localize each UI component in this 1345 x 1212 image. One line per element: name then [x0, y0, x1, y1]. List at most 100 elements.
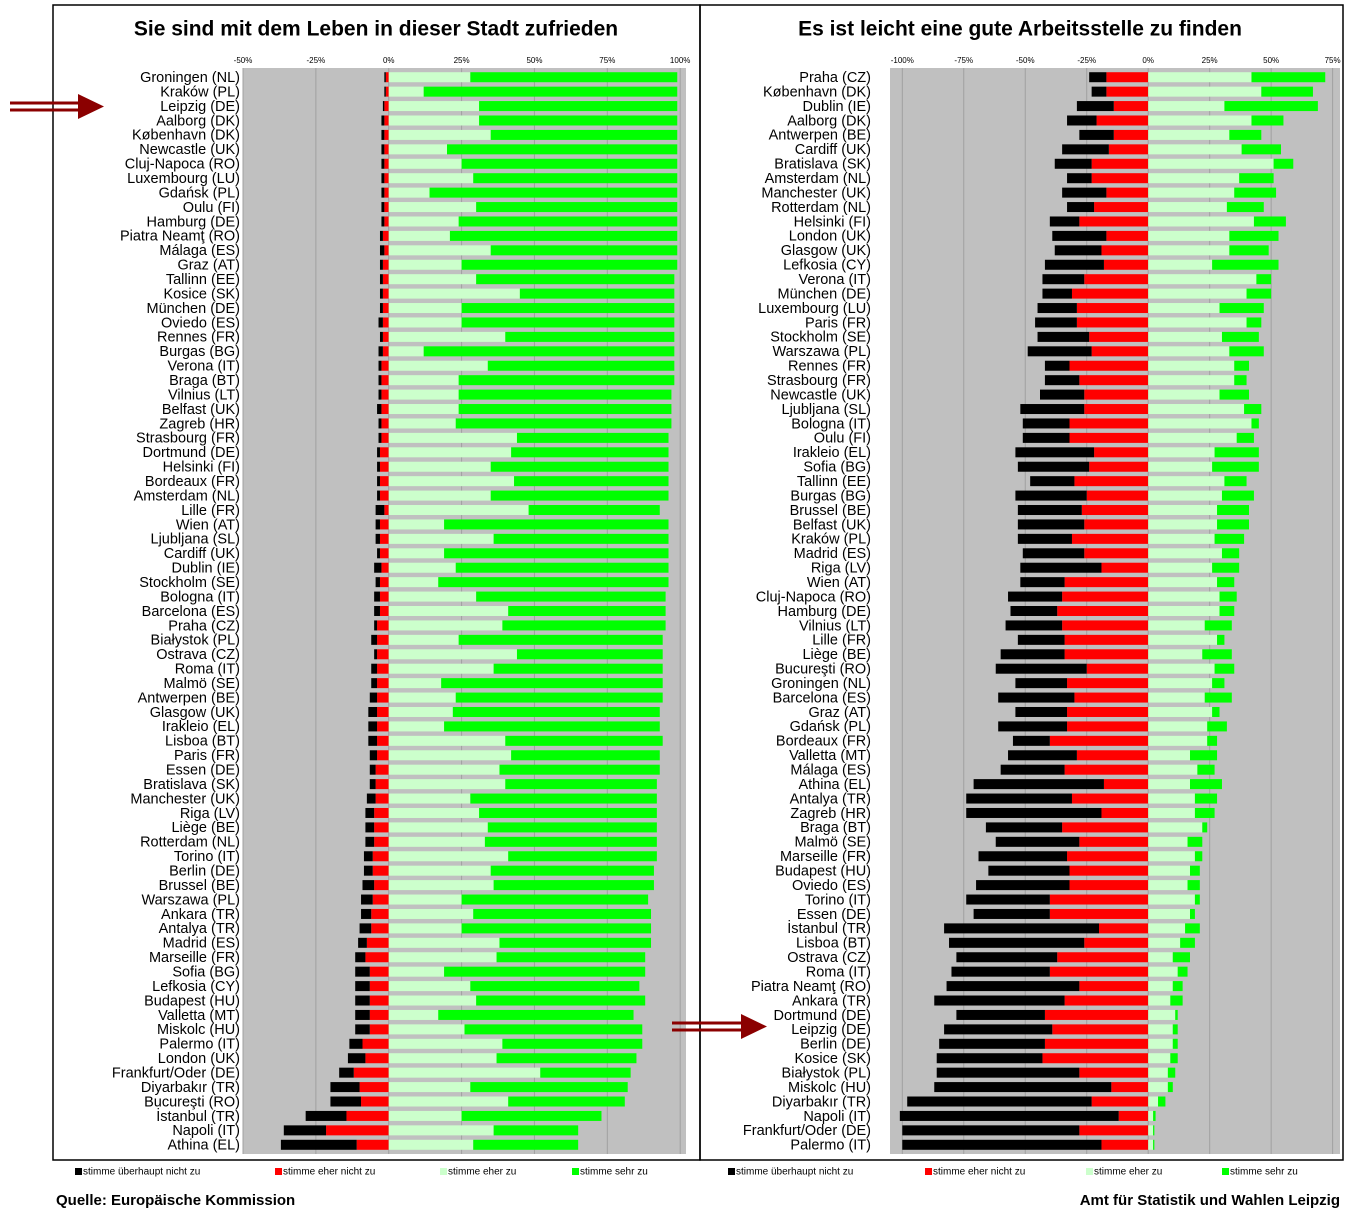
bar-segment	[1118, 1110, 1149, 1121]
bar-segment	[1273, 158, 1294, 169]
bar-segment	[1229, 230, 1279, 241]
bar-segment	[369, 764, 376, 775]
bar-segment	[381, 216, 385, 227]
bar-segment	[1049, 908, 1149, 919]
bar-segment	[371, 663, 378, 674]
category-label: Napoli (IT)	[803, 1109, 871, 1125]
bar-segment	[377, 706, 389, 717]
category-label: Burgas (BG)	[159, 344, 240, 360]
bar-segment	[1067, 202, 1095, 213]
bar-segment	[1005, 620, 1063, 631]
bar-segment	[1074, 476, 1149, 487]
bar-segment	[1148, 548, 1222, 559]
bar-segment	[369, 966, 389, 977]
bar-segment	[379, 288, 383, 299]
bar-segment	[1049, 216, 1080, 227]
bar-segment	[381, 375, 389, 386]
bar-segment	[1246, 288, 1272, 299]
bar-segment	[1084, 548, 1149, 559]
category-label: Glasgow (UK)	[150, 705, 240, 721]
bar-segment	[379, 230, 383, 241]
bar-segment	[1148, 360, 1235, 371]
bar-segment	[949, 937, 1085, 948]
category-label: Berlin (DE)	[169, 864, 240, 880]
bar-segment	[1035, 317, 1077, 328]
legend-label: stimme eher zu	[448, 1167, 516, 1178]
bar-segment	[1172, 1024, 1178, 1035]
category-label: Berlin (DE)	[800, 1037, 871, 1053]
legend-label: stimme sehr zu	[1230, 1167, 1298, 1178]
bar-segment	[355, 981, 370, 992]
bar-segment	[375, 519, 380, 530]
category-label: Luxembourg (LU)	[758, 301, 871, 317]
bar-segment	[1148, 634, 1218, 645]
bar-segment	[381, 187, 385, 198]
bar-segment	[1194, 793, 1218, 804]
bar-segment	[1177, 966, 1188, 977]
legend-label: stimme eher nicht zu	[283, 1167, 375, 1178]
bar-segment	[374, 591, 380, 602]
bar-segment	[378, 375, 382, 386]
bar-segment	[388, 519, 445, 530]
bar-segment	[355, 995, 370, 1006]
category-label: Rotterdam (NL)	[140, 835, 240, 851]
bar-segment	[1106, 230, 1149, 241]
bar-segment	[379, 245, 385, 256]
bar-segment	[1202, 649, 1232, 660]
legend-swatch	[275, 1168, 282, 1175]
bar-segment	[382, 346, 389, 357]
bar-segment	[1148, 779, 1190, 790]
bar-segment	[484, 836, 657, 847]
category-label: Dublin (IE)	[803, 99, 872, 115]
category-label: Cardiff (UK)	[164, 546, 240, 562]
bar-segment	[388, 562, 456, 573]
category-label: Vilnius (LT)	[168, 387, 240, 403]
bar-segment	[280, 1139, 357, 1150]
bar-segment	[1187, 836, 1203, 847]
bar-segment	[1229, 129, 1262, 140]
bar-segment	[1212, 678, 1225, 689]
category-label: Oulu (FI)	[183, 200, 240, 216]
bar-segment	[377, 692, 389, 703]
category-label: Verona (IT)	[167, 359, 240, 375]
bar-segment	[1017, 505, 1082, 516]
bar-segment	[1214, 533, 1245, 544]
bar-segment	[1017, 533, 1072, 544]
bar-segment	[1194, 894, 1200, 905]
bar-segment	[1103, 259, 1149, 270]
bar-segment	[1148, 115, 1252, 126]
bar-segment	[998, 721, 1068, 732]
x-tick-label: 0%	[1142, 56, 1154, 65]
category-label: Valletta (MT)	[789, 748, 871, 764]
x-tick-label: 0%	[383, 56, 395, 65]
bar-segment	[384, 115, 389, 126]
category-label: Lefkosia (CY)	[152, 979, 240, 995]
category-label: Burgas (BG)	[790, 488, 871, 504]
category-label: Sofia (BG)	[803, 460, 871, 476]
bar-segment	[377, 678, 389, 689]
bar-segment	[1172, 981, 1183, 992]
bar-segment	[499, 937, 652, 948]
bar-segment	[388, 678, 442, 689]
right-arrow	[672, 1014, 767, 1039]
bar-segment	[1234, 187, 1277, 198]
bar-segment	[384, 86, 386, 97]
bar-segment	[1148, 1096, 1159, 1107]
bar-segment	[379, 591, 389, 602]
bar-segment	[1069, 880, 1149, 891]
bar-segment	[375, 793, 389, 804]
bar-segment	[1064, 577, 1149, 588]
bar-segment	[379, 606, 389, 616]
bar-segment	[382, 288, 389, 299]
source-note: Quelle: Europäische Kommission	[56, 1192, 295, 1209]
bar-segment	[1148, 966, 1178, 977]
bar-segment	[1017, 634, 1065, 645]
bar-segment	[388, 202, 477, 213]
bar-segment	[379, 519, 389, 530]
bar-segment	[516, 432, 669, 443]
bar-segment	[369, 1009, 389, 1020]
category-label: Liège (BE)	[171, 820, 240, 836]
bar-segment	[388, 158, 462, 169]
bar-segment	[1180, 937, 1195, 948]
bar-segment	[1081, 505, 1149, 516]
